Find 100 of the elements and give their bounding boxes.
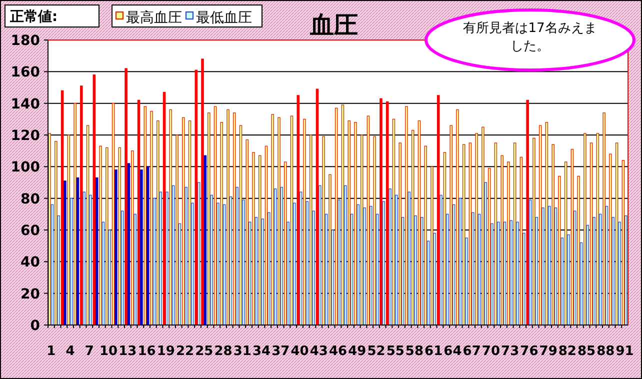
y-tick-label: 100: [10, 160, 40, 176]
x-tick-label: 37: [272, 344, 290, 359]
bar: [618, 222, 621, 326]
bar: [354, 122, 357, 326]
bar: [293, 202, 296, 326]
x-tick-label: 76: [520, 344, 538, 359]
bar: [348, 120, 350, 326]
bar: [108, 230, 111, 326]
bar: [86, 125, 90, 326]
bar: [210, 194, 213, 326]
legend-label: 最低血圧: [196, 10, 252, 26]
x-tick-label: 31: [233, 344, 252, 359]
bar: [503, 222, 506, 326]
bar: [334, 108, 338, 326]
bar: [57, 215, 60, 326]
bar: [584, 133, 586, 326]
bar: [124, 68, 128, 326]
bar: [418, 120, 421, 326]
x-tick-label: 46: [328, 344, 348, 359]
bar: [528, 200, 532, 326]
bar: [67, 134, 70, 326]
x-tick-label: 82: [558, 344, 576, 359]
legend-label: 最高血圧: [126, 10, 182, 26]
bar: [188, 120, 192, 326]
bar: [592, 216, 596, 326]
bar: [318, 185, 322, 326]
bar: [92, 74, 96, 326]
bar: [341, 104, 344, 326]
bar: [95, 177, 98, 326]
bar: [446, 214, 449, 326]
bar: [507, 162, 510, 326]
bar: [112, 102, 115, 326]
bar: [344, 185, 347, 326]
x-tick-label: 34: [252, 344, 271, 359]
y-tick-label: 40: [20, 254, 40, 271]
bar: [500, 155, 504, 326]
bar: [114, 169, 118, 326]
x-tick-label: 52: [367, 344, 386, 359]
bar: [558, 176, 561, 326]
bar: [271, 114, 274, 326]
bar: [570, 148, 574, 326]
bar: [622, 160, 625, 326]
bar: [156, 120, 160, 326]
bar: [520, 156, 523, 326]
bar: [242, 200, 245, 326]
bar: [306, 201, 309, 326]
bar: [220, 122, 224, 326]
bar: [248, 222, 252, 326]
bar: [76, 177, 80, 326]
bar: [510, 220, 513, 326]
bar: [152, 198, 156, 326]
chart-title: 血圧: [309, 11, 358, 39]
text: 正常値:: [9, 9, 58, 25]
bar: [370, 206, 372, 326]
bar: [535, 216, 538, 326]
bar: [82, 192, 86, 326]
bar: [312, 210, 315, 326]
bar: [296, 95, 300, 326]
y-tick-label: 0: [30, 318, 40, 334]
bar: [542, 207, 544, 326]
bar: [127, 163, 130, 326]
bar: [286, 222, 290, 326]
bar: [475, 133, 478, 326]
bar: [99, 146, 102, 326]
bar: [490, 223, 494, 326]
bar: [191, 202, 194, 326]
bar: [338, 200, 340, 326]
bar: [134, 214, 136, 326]
x-tick-label: 61: [424, 344, 443, 359]
x-tick-label: 40: [290, 344, 309, 359]
bar: [484, 182, 488, 326]
bar: [522, 232, 526, 326]
bar: [414, 215, 417, 326]
bar: [395, 194, 398, 326]
bar: [290, 116, 294, 326]
x-tick-label: 13: [118, 344, 137, 359]
y-tick-label: 20: [20, 286, 40, 302]
bar: [204, 155, 207, 326]
bar: [548, 206, 551, 326]
bar: [430, 166, 434, 326]
bar: [60, 90, 64, 326]
y-tick-label: 160: [10, 64, 40, 81]
x-tick-label: 25: [195, 344, 214, 359]
bar: [146, 166, 150, 326]
bar: [118, 147, 122, 326]
bar: [532, 138, 536, 326]
bar: [424, 146, 427, 326]
y-tick-label: 60: [20, 223, 40, 239]
bar: [194, 70, 198, 326]
bar: [232, 112, 236, 326]
bar: [436, 95, 440, 326]
x-tick-label: 1: [46, 344, 56, 359]
bar: [471, 212, 474, 326]
bar: [274, 188, 277, 326]
bar: [494, 142, 498, 326]
bar: [169, 109, 172, 326]
bar: [331, 230, 334, 326]
bar: [615, 142, 618, 326]
bar: [208, 112, 210, 326]
bar: [465, 238, 468, 326]
